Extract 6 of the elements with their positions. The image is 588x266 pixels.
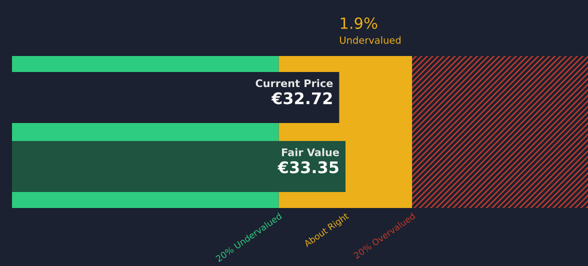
y-tick-label: Fair Value xyxy=(282,148,339,156)
data-label: €33.35 xyxy=(278,161,338,174)
text: 1.9% xyxy=(340,17,378,29)
text: Undervalued xyxy=(340,36,400,44)
data-label: €32.72 xyxy=(271,92,332,104)
y-tick-label: Current Price xyxy=(256,79,333,88)
